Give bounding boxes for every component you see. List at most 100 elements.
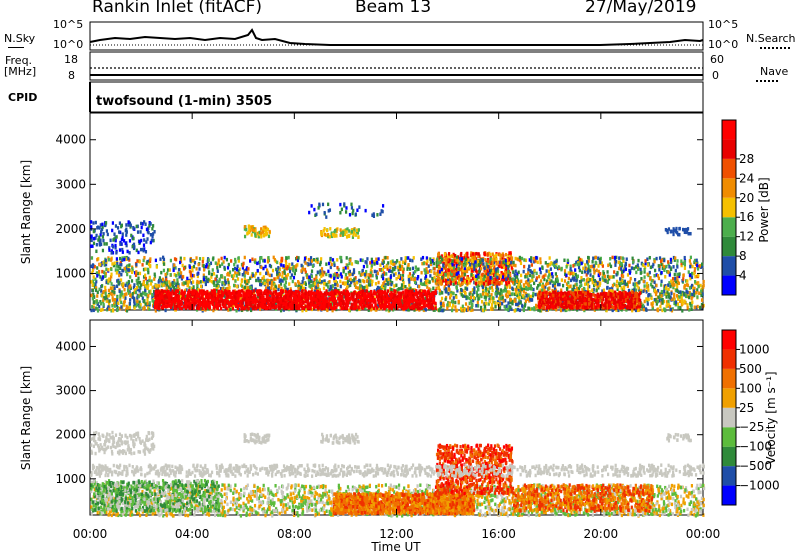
heatmap-cell xyxy=(219,286,223,291)
heatmap-cell xyxy=(355,281,359,285)
heatmap-cell xyxy=(261,299,264,304)
heatmap-cell xyxy=(278,284,281,288)
heatmap-cell xyxy=(183,297,186,302)
heatmap-cell xyxy=(375,287,379,292)
heatmap-cell xyxy=(170,287,173,292)
heatmap-cell xyxy=(295,304,298,308)
heatmap-cell xyxy=(136,299,139,304)
heatmap-cell xyxy=(424,292,427,297)
heatmap-cell xyxy=(511,301,514,306)
heatmap-cell xyxy=(469,295,473,300)
heatmap-cell xyxy=(330,286,333,291)
cpid-value: twofsound (1-min) 3505 xyxy=(96,94,273,109)
heatmap-cell xyxy=(281,298,285,303)
heatmap-cell xyxy=(90,308,93,313)
heatmap-cell xyxy=(625,282,628,286)
heatmap-cell xyxy=(254,304,257,309)
heatmap-cell xyxy=(696,295,699,299)
heatmap-cell xyxy=(336,290,339,294)
heatmap-cell xyxy=(386,289,390,293)
heatmap-cell xyxy=(561,297,564,302)
heatmap-cell xyxy=(386,281,389,286)
heatmap-cell xyxy=(364,306,367,310)
heatmap-cell xyxy=(430,297,433,302)
station-title: Rankin Inlet (fitACF) xyxy=(92,0,263,17)
heatmap-cell xyxy=(690,296,693,301)
heatmap-cell xyxy=(643,299,646,304)
heatmap-cell xyxy=(142,281,145,285)
heatmap-cell xyxy=(393,294,396,298)
heatmap-cell xyxy=(563,279,567,283)
heatmap-cell xyxy=(593,298,597,302)
heatmap-cell xyxy=(540,303,543,307)
heatmap-cell xyxy=(396,287,399,292)
heatmap-cell xyxy=(148,278,151,283)
heatmap-cell xyxy=(101,284,104,288)
heatmap-cell xyxy=(685,279,688,283)
heatmap-cell xyxy=(675,288,679,292)
heatmap-cell xyxy=(552,306,555,310)
heatmap-cell xyxy=(216,285,219,290)
heatmap-cell xyxy=(454,305,457,309)
heatmap-cell xyxy=(444,289,447,294)
heatmap-cell xyxy=(355,307,359,312)
heatmap-cell xyxy=(225,297,228,302)
heatmap-cell xyxy=(91,283,94,287)
heatmap-cell xyxy=(606,301,609,306)
heatmap-cell xyxy=(518,289,521,294)
heatmap-cell xyxy=(426,285,429,289)
heatmap-cell xyxy=(531,307,534,311)
heatmap-cell xyxy=(328,298,331,302)
heatmap-cell xyxy=(325,283,328,287)
heatmap-cell xyxy=(167,298,170,303)
heatmap-cell xyxy=(586,287,590,291)
heatmap-cell xyxy=(508,284,511,288)
heatmap-cell xyxy=(400,292,403,297)
heatmap-cell xyxy=(244,296,247,301)
heatmap-cell xyxy=(148,301,151,305)
heatmap-cell xyxy=(680,299,683,304)
heatmap-cell xyxy=(355,301,358,305)
heatmap-cell xyxy=(418,296,421,300)
heatmap-cell xyxy=(478,282,482,286)
heatmap-cell xyxy=(563,291,567,295)
heatmap-cell xyxy=(207,294,210,298)
heatmap-cell xyxy=(283,298,286,302)
heatmap-cell xyxy=(294,293,297,297)
heatmap-cell xyxy=(323,279,326,283)
heatmap-cell xyxy=(309,279,312,284)
heatmap-cell xyxy=(284,295,287,299)
heatmap-cell xyxy=(299,301,302,306)
heatmap-cell xyxy=(214,304,218,308)
heatmap-cell xyxy=(569,278,573,283)
heatmap-cell xyxy=(175,286,178,291)
heatmap-cell xyxy=(161,299,164,303)
heatmap-cell xyxy=(380,284,384,288)
heatmap-cell xyxy=(204,301,207,306)
heatmap-cell xyxy=(195,288,199,292)
heatmap-cell xyxy=(373,297,376,302)
heatmap-cell xyxy=(409,293,412,297)
heatmap-cell xyxy=(331,302,334,306)
heatmap-cell xyxy=(568,285,571,289)
heatmap-cell xyxy=(415,302,418,307)
cpid-label: CPID xyxy=(8,91,38,104)
heatmap-cell xyxy=(178,287,181,292)
heatmap-cell xyxy=(642,307,645,312)
heatmap-cell xyxy=(476,293,479,298)
heatmap-cell xyxy=(392,288,395,292)
heatmap-cell xyxy=(213,289,216,293)
heatmap-cell xyxy=(333,297,337,301)
heatmap-cell xyxy=(312,305,316,310)
heatmap-cell xyxy=(448,288,451,292)
heatmap-cell xyxy=(216,305,219,309)
heatmap-cell xyxy=(542,302,546,307)
heatmap-cell xyxy=(665,300,669,304)
heatmap-cell xyxy=(529,297,532,302)
heatmap-cell xyxy=(578,284,582,289)
heatmap-cell xyxy=(610,292,613,297)
heatmap-cell xyxy=(633,294,636,299)
heatmap-cell xyxy=(280,303,283,308)
heatmap-cell xyxy=(605,300,608,304)
